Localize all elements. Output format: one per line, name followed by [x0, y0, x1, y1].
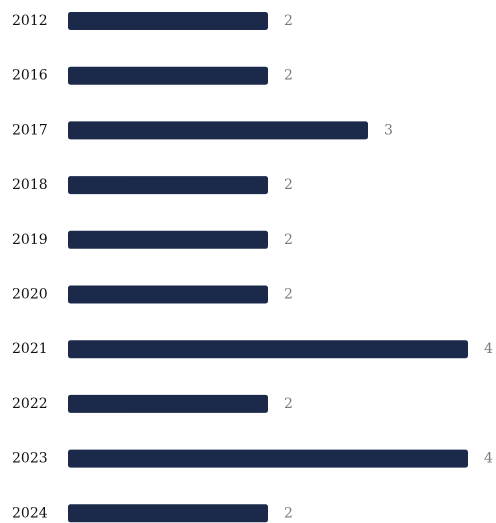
category-label: 2017	[12, 122, 48, 138]
value-label: 4	[484, 341, 493, 357]
bar	[68, 230, 268, 249]
value-label: 3	[384, 122, 393, 138]
bar	[68, 340, 468, 359]
bar	[68, 66, 268, 85]
value-label: 2	[284, 505, 293, 521]
bar	[68, 12, 268, 30]
value-label: 2	[284, 396, 293, 412]
bar	[68, 394, 268, 413]
value-label: 2	[284, 68, 293, 84]
category-label: 2019	[12, 232, 48, 248]
category-label: 2024	[12, 505, 48, 521]
value-label: 2	[284, 13, 293, 29]
category-label: 2021	[12, 341, 48, 357]
category-label: 2022	[12, 396, 48, 412]
bar	[68, 285, 268, 304]
category-label: 2018	[12, 177, 48, 193]
value-label: 2	[284, 232, 293, 248]
bar	[68, 176, 268, 195]
bar	[68, 504, 268, 523]
category-label: 2023	[12, 451, 48, 467]
category-label: 2016	[12, 68, 48, 84]
bar	[68, 121, 368, 140]
value-label: 4	[484, 451, 493, 467]
bar	[68, 449, 468, 468]
value-label: 2	[284, 287, 293, 303]
category-label: 2020	[12, 287, 48, 303]
category-label: 2012	[12, 13, 48, 29]
value-label: 2	[284, 177, 293, 193]
